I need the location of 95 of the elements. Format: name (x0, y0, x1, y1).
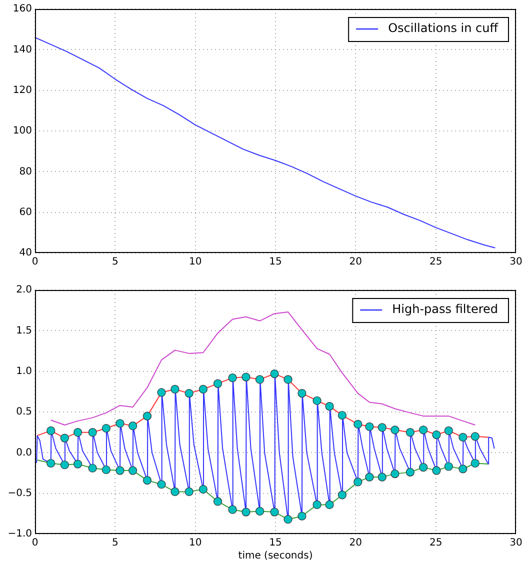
point (365, 422, 374, 431)
point (184, 388, 194, 398)
point (458, 432, 468, 442)
y-tick-label: 60 (19, 206, 32, 218)
point (458, 464, 468, 474)
y-tick-label: 160 (12, 4, 32, 15)
point (213, 379, 222, 388)
point (242, 372, 250, 382)
point (255, 506, 264, 516)
x-tick-label: 5 (112, 538, 118, 549)
y-tick-label: −0.5 (8, 488, 32, 499)
point (378, 423, 386, 432)
point (284, 515, 292, 524)
point (284, 375, 292, 384)
point (325, 402, 334, 411)
x-tick-label: 0 (32, 256, 38, 268)
point (432, 430, 441, 440)
point (184, 487, 194, 496)
point (444, 462, 453, 471)
point (170, 384, 180, 394)
y-tick-label: 120 (12, 84, 32, 96)
x-tick-label: 30 (510, 256, 522, 268)
point (312, 500, 322, 510)
point (102, 465, 110, 474)
y-tick-label: 140 (12, 44, 32, 56)
point (354, 420, 362, 428)
point (470, 432, 480, 441)
point (116, 466, 124, 475)
y-tick-label: −1.0 (8, 528, 32, 540)
point (419, 463, 428, 472)
y-tick-label: 2.0 (16, 284, 32, 296)
x-tick-label: 30 (510, 538, 522, 549)
x-axis-title: time (seconds) (238, 550, 313, 562)
point (170, 487, 180, 496)
point (88, 428, 97, 437)
point (128, 422, 138, 430)
point (46, 458, 56, 468)
x-tick-label: 15 (269, 256, 282, 268)
point (378, 472, 386, 482)
x-tick-label: 20 (349, 256, 362, 268)
point (390, 470, 400, 478)
point (213, 497, 222, 506)
point (142, 476, 152, 485)
point (338, 410, 346, 420)
point (312, 396, 322, 405)
point (325, 500, 334, 510)
point (88, 464, 97, 472)
point (198, 484, 208, 494)
y-tick-label: 100 (12, 126, 32, 137)
x-tick-label: 10 (188, 256, 202, 268)
x-tick-label: 25 (429, 538, 442, 549)
point (255, 375, 264, 384)
point (390, 426, 400, 434)
y-tick-label: 0.0 (16, 447, 32, 458)
point (242, 508, 250, 516)
point (228, 374, 237, 382)
point (338, 490, 346, 500)
x-tick-label: 15 (269, 538, 282, 549)
point (354, 478, 362, 486)
point (102, 424, 110, 433)
point (406, 468, 414, 476)
point (298, 512, 306, 520)
x-tick-label: 25 (429, 256, 442, 268)
point (270, 508, 279, 516)
point (116, 419, 124, 428)
point (60, 460, 69, 470)
point (128, 466, 138, 475)
point (470, 458, 480, 468)
point (419, 426, 428, 434)
point (142, 412, 152, 420)
x-tick-label: 10 (188, 538, 202, 549)
point (270, 369, 279, 378)
y-tick-label: 40 (19, 248, 32, 259)
point (365, 472, 374, 482)
point (198, 384, 208, 394)
x-tick-label: 0 (32, 538, 38, 549)
point (46, 426, 56, 436)
point (74, 428, 82, 437)
x-tick-label: 5 (112, 256, 118, 268)
legend-label: High-pass filtered (392, 302, 498, 316)
point (157, 480, 166, 489)
y-tick-label: 80 (19, 166, 32, 178)
y-tick-label: 0.5 (16, 406, 32, 418)
y-tick-label: 1.5 (16, 325, 32, 336)
point (60, 434, 69, 442)
point (228, 505, 237, 514)
point (157, 388, 166, 397)
point (444, 426, 453, 436)
point (406, 428, 414, 437)
point (432, 466, 441, 475)
point (74, 460, 82, 468)
y-tick-label: 1.0 (16, 366, 32, 377)
x-tick-label: 20 (349, 538, 362, 549)
point (298, 388, 306, 398)
legend-label: Oscillations in cuff (388, 21, 499, 36)
